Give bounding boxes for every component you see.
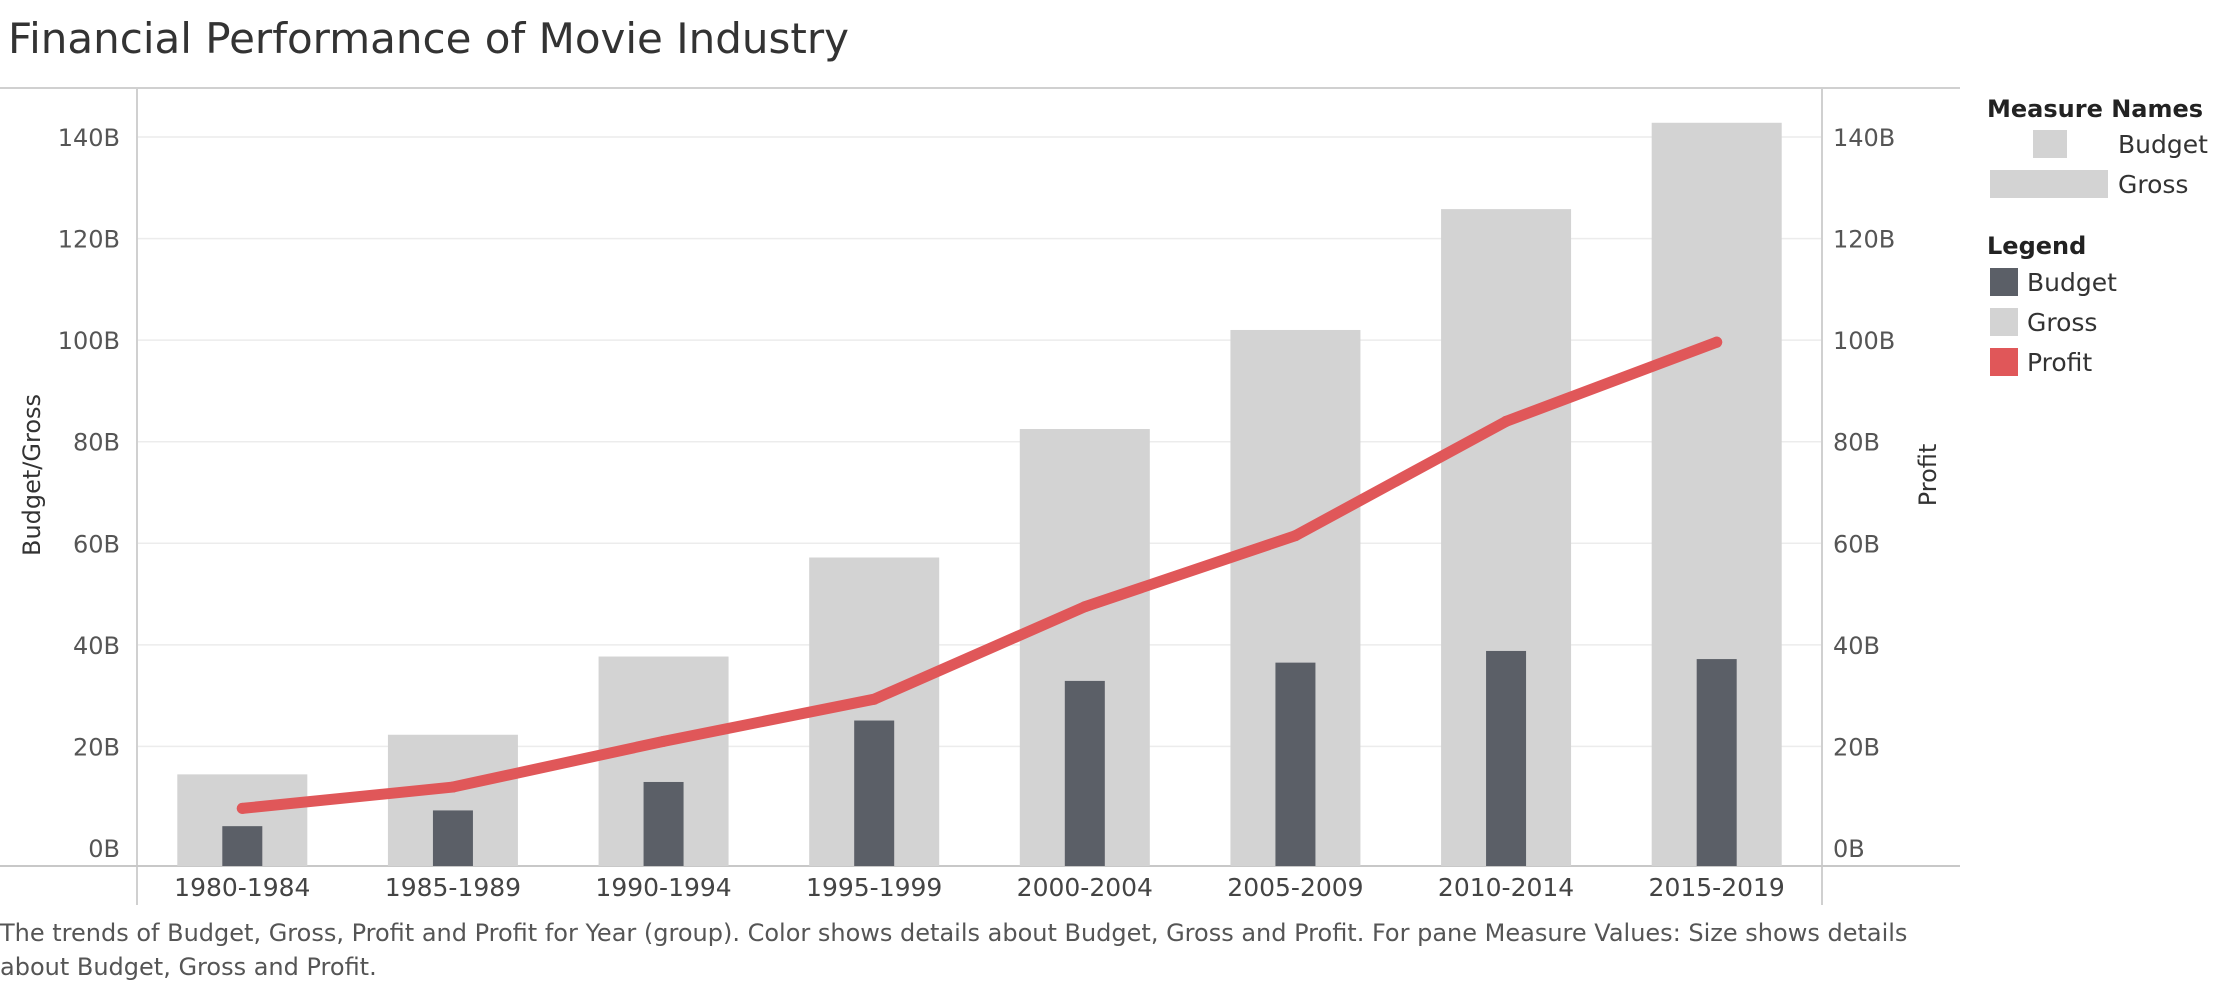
profit-point <box>1500 415 1512 427</box>
legend-size-budget-label: Budget <box>2118 130 2208 159</box>
y2-tick-label: 40B <box>1833 632 1880 660</box>
budget-bar <box>1696 659 1737 866</box>
x-tick-label: 1995-1999 <box>806 873 942 902</box>
y2-axis-title: Profit <box>1914 444 1942 507</box>
profit-point <box>236 802 248 814</box>
y-tick-label: 80B <box>73 429 120 457</box>
bars-layer <box>177 122 1782 866</box>
y2-tick-label: 60B <box>1833 530 1880 558</box>
legend-profit-label: Profit <box>2027 348 2093 377</box>
y2-tick-label: 80B <box>1833 429 1880 457</box>
x-tick-label: 2010-2014 <box>1438 873 1574 902</box>
x-tick-label: 2000-2004 <box>1017 873 1153 902</box>
y2-tick-label: 140B <box>1833 124 1895 152</box>
legend-size-gross-label: Gross <box>2118 170 2189 199</box>
legend-budget-label: Budget <box>2027 268 2117 297</box>
legend-color-title: Legend <box>1987 232 2087 260</box>
legend-gross-swatch <box>1990 308 2018 336</box>
x-tick-label: 1980-1984 <box>174 873 310 902</box>
profit-point <box>868 693 880 705</box>
line-layer <box>236 336 1723 814</box>
profit-point <box>658 735 670 747</box>
legend-profit-swatch <box>1990 348 2018 376</box>
y-axis-title: Budget/Gross <box>18 394 46 556</box>
legend-size-budget-swatch <box>2033 130 2067 158</box>
profit-point <box>447 781 459 793</box>
profit-point <box>1289 530 1301 542</box>
y2-tick-label: 100B <box>1833 327 1895 355</box>
y-tick-label: 140B <box>58 124 120 152</box>
y2-tick-label: 0B <box>1833 835 1865 863</box>
x-tick-label: 2015-2019 <box>1649 873 1785 902</box>
chart-title: Financial Performance of Movie Industry <box>8 14 850 63</box>
y-tick-label: 120B <box>58 226 120 254</box>
y-tick-label: 100B <box>58 327 120 355</box>
y-tick-label: 40B <box>73 632 120 660</box>
budget-bar <box>432 810 473 866</box>
y-tick-label: 60B <box>73 530 120 558</box>
legend-budget-swatch <box>1990 268 2018 296</box>
legend-size-title: Measure Names <box>1987 95 2204 123</box>
budget-bar <box>1064 680 1105 866</box>
axis-layer: 0B 20B 40B 60B 80B 100B 120B 140B 0B 20B 40B 60B 80B… <box>58 124 1896 902</box>
y-tick-label: 0B <box>88 835 120 863</box>
legend-gross-label: Gross <box>2027 308 2098 337</box>
profit-point <box>1079 601 1091 613</box>
profit-point <box>1711 336 1723 348</box>
x-tick-label: 1985-1989 <box>385 873 521 902</box>
budget-bar <box>1275 662 1316 866</box>
x-tick-label: 2005-2009 <box>1227 873 1363 902</box>
chart-caption: The trends of Budget, Gross, Profit and … <box>0 919 1908 981</box>
y-tick-label: 20B <box>73 733 120 761</box>
y2-tick-label: 120B <box>1833 226 1895 254</box>
x-tick-label: 1990-1994 <box>595 873 731 902</box>
y2-tick-label: 20B <box>1833 733 1880 761</box>
legend-size-gross-swatch <box>1990 170 2108 198</box>
budget-bar <box>1486 650 1527 866</box>
budget-bar <box>854 720 895 866</box>
budget-bar <box>643 781 684 866</box>
profit-line <box>236 336 1723 814</box>
chart-frame <box>0 87 1960 905</box>
budget-bar <box>222 826 263 866</box>
